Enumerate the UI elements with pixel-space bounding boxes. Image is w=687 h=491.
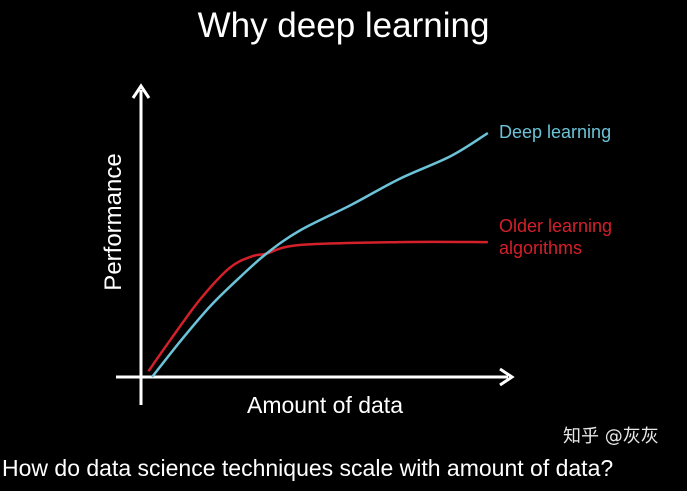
watermark: 知乎 @灰灰 bbox=[563, 426, 659, 447]
series-label-deep-learning: Deep learning bbox=[499, 122, 611, 142]
axes bbox=[116, 83, 515, 405]
x-axis-label: Amount of data bbox=[247, 392, 403, 418]
x-axis-arrowhead bbox=[499, 367, 515, 387]
series-line-deep-learning bbox=[151, 131, 489, 378]
series-label-older-line1: Older learning bbox=[499, 216, 612, 236]
slide-caption: How do data science techniques scale wit… bbox=[2, 455, 614, 481]
chart-title: Why deep learning bbox=[197, 6, 490, 45]
y-axis-label: Performance bbox=[100, 153, 127, 290]
y-axis-arrowhead bbox=[131, 83, 151, 99]
series-label-older-line2: algorithms bbox=[499, 238, 582, 258]
series-line-older-learning-algorithms bbox=[147, 240, 488, 372]
